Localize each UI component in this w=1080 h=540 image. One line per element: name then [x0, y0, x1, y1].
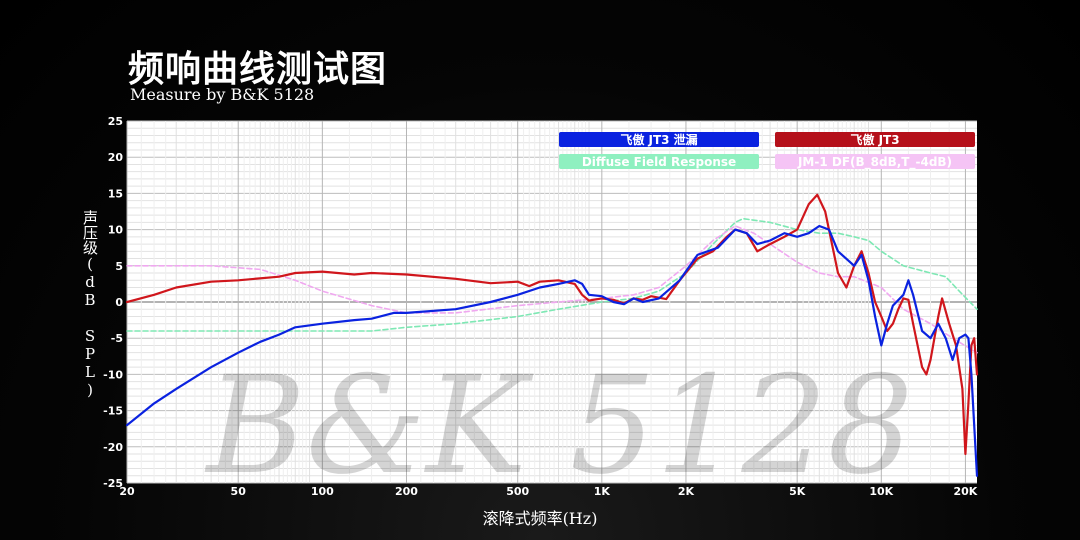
legend-label: Diffuse Field Response — [582, 155, 736, 169]
y-tick-label: 25 — [108, 115, 123, 128]
y-tick-label: -10 — [103, 368, 123, 381]
x-tick-label: 20 — [119, 485, 135, 498]
legend-label: 飞傲 JT3 — [850, 132, 899, 147]
series-line — [125, 224, 979, 477]
legend-swatch — [775, 132, 975, 147]
x-tick-label: 5K — [789, 485, 806, 498]
x-tick-label: 20K — [954, 485, 978, 498]
x-tick-label: 500 — [506, 485, 529, 498]
legend-swatch — [559, 132, 759, 147]
series-line — [126, 225, 978, 354]
y-tick-label: -20 — [103, 441, 123, 454]
y-tick-label: -5 — [111, 332, 123, 345]
x-tick-label: 200 — [395, 485, 418, 498]
x-tick-label: 100 — [311, 485, 334, 498]
page-title: 频响曲线测试图 — [128, 49, 388, 90]
x-tick-label: 1K — [594, 485, 611, 498]
series-line — [126, 217, 978, 332]
grid — [126, 120, 977, 484]
legend-swatch — [559, 154, 759, 169]
legend: 飞傲 JT3 泄漏 飞傲 JT3 Diffuse Field Response JM-… — [559, 132, 975, 170]
x-axis-label: 滚降式频率(Hz) — [482, 509, 598, 528]
x-tick-label: 2K — [678, 485, 695, 498]
y-tick-label: 20 — [108, 151, 124, 164]
y-tick-label: 10 — [108, 224, 124, 237]
x-tick-label: 10K — [869, 485, 893, 498]
y-tick-label: 15 — [108, 187, 123, 200]
series-lines — [125, 193, 979, 477]
series-line — [125, 193, 979, 456]
y-tick-label: -15 — [103, 405, 123, 418]
legend-label: 飞傲 JT3 泄漏 — [620, 132, 697, 147]
watermark-text: B&K 5128 — [204, 347, 914, 504]
legend-swatch — [775, 154, 975, 169]
y-tick-label: 5 — [115, 260, 123, 273]
x-tick-label: 50 — [231, 485, 247, 498]
y-axis-label: 声压级(dB SPL) — [81, 210, 99, 399]
y-tick-label: 0 — [115, 296, 123, 309]
y-tick-label: -25 — [103, 477, 123, 490]
legend-label: JM-1 DF(B_8dB,T_-4dB) — [797, 155, 952, 170]
page-subtitle: Measure by B&K 5128 — [130, 85, 315, 104]
